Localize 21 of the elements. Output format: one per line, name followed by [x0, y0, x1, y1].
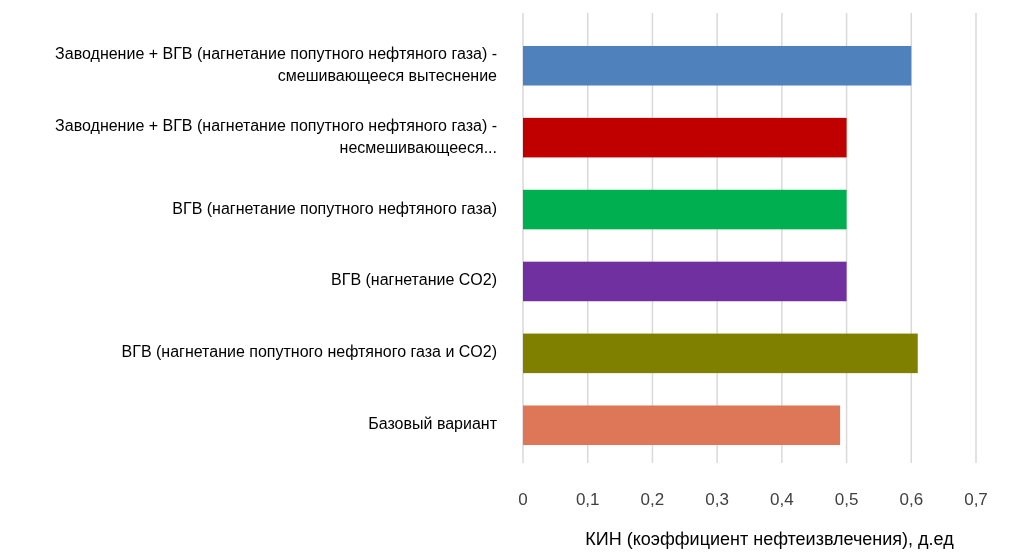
bar — [523, 189, 847, 230]
x-tick-label: 0,5 — [834, 490, 859, 509]
bar — [523, 45, 912, 86]
x-tick-label: 0 — [518, 490, 528, 509]
bar — [523, 261, 847, 302]
x-tick-label: 0,4 — [770, 490, 794, 509]
x-tick-label: 0,1 — [575, 490, 600, 509]
x-tick-label: 0,2 — [640, 490, 665, 509]
y-tick-label: Заводнение + ВГВ (нагнетание попутного нефтяного газа) - несмешивающееся... — [55, 116, 497, 156]
y-tick-label: ВГВ (нагнетание попутного нефтяного газа) — [172, 199, 497, 217]
bar — [523, 333, 918, 374]
y-tick-label: ВГВ (нагнетание CO2) — [331, 271, 497, 289]
y-tick-label: Базовый вариант — [368, 415, 498, 433]
x-tick-label: 0,6 — [899, 490, 924, 509]
y-tick-label: ВГВ (нагнетание попутного нефтяного газа и CO2) — [121, 343, 497, 361]
x-tick-label: 0,3 — [705, 490, 729, 509]
x-tick-label: 0,7 — [964, 490, 988, 509]
bar — [523, 405, 841, 446]
x-axis-title: КИН (коэффициент нефтеизвлечения), д.ед — [585, 529, 955, 549]
bar — [523, 117, 847, 158]
y-tick-label: Заводнение + ВГВ (нагнетание попутного нефтяного газа) - смешивающееся вытеснение — [55, 44, 498, 84]
